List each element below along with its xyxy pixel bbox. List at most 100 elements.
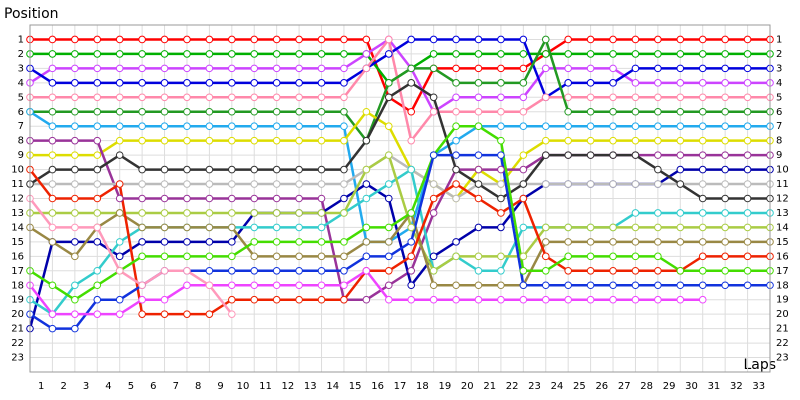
data-point xyxy=(631,209,640,217)
data-point xyxy=(721,50,729,58)
data-point xyxy=(452,295,460,304)
data-point xyxy=(317,209,326,217)
y-tick-label-right: 8 xyxy=(776,136,782,147)
data-point xyxy=(160,266,169,275)
data-point xyxy=(676,180,685,188)
data-point xyxy=(317,136,326,145)
y-tick-label: 2 xyxy=(18,49,24,60)
data-point xyxy=(138,310,146,318)
data-point xyxy=(138,165,146,174)
y-tick-label-right: 17 xyxy=(776,266,789,277)
data-point xyxy=(160,165,169,174)
data-point xyxy=(340,50,348,58)
data-point xyxy=(115,35,124,44)
data-point xyxy=(205,209,214,217)
data-point xyxy=(452,50,460,58)
data-point xyxy=(429,281,438,290)
data-point xyxy=(586,295,595,304)
data-point xyxy=(609,35,617,44)
y-tick-label-right: 1 xyxy=(776,34,782,45)
data-point xyxy=(48,209,57,217)
data-point xyxy=(384,122,393,131)
data-point xyxy=(160,252,169,261)
data-point xyxy=(295,209,303,217)
data-point xyxy=(407,209,416,217)
data-point xyxy=(93,136,102,145)
data-point xyxy=(340,209,348,217)
x-tick-label: 8 xyxy=(195,381,201,392)
data-point xyxy=(541,136,550,145)
data-point xyxy=(654,93,662,102)
data-point xyxy=(138,194,146,203)
x-tick-label: 2 xyxy=(60,381,66,392)
data-point xyxy=(317,252,326,261)
data-point xyxy=(362,64,371,73)
data-point xyxy=(564,35,572,44)
data-point xyxy=(676,295,685,304)
data-point xyxy=(138,79,146,87)
data-point xyxy=(676,122,685,131)
y-tick-label: 8 xyxy=(18,136,24,147)
data-point xyxy=(362,107,371,116)
data-point xyxy=(497,165,505,174)
data-point xyxy=(654,252,662,261)
data-point xyxy=(160,238,169,246)
data-point xyxy=(564,93,572,102)
series-line xyxy=(29,110,770,244)
data-point xyxy=(474,93,483,102)
data-point xyxy=(48,238,57,246)
data-point xyxy=(429,252,438,261)
data-point xyxy=(295,35,303,44)
data-point xyxy=(407,107,416,116)
data-point xyxy=(609,64,617,73)
x-tick-label: 24 xyxy=(551,381,564,392)
x-tick-label: 3 xyxy=(83,381,89,392)
data-point xyxy=(721,238,729,246)
data-point xyxy=(631,266,640,275)
data-point xyxy=(93,295,102,304)
data-point xyxy=(519,223,528,232)
data-point xyxy=(676,107,685,116)
data-point xyxy=(564,180,572,188)
data-point xyxy=(519,295,528,304)
y-tick-label-right: 14 xyxy=(776,222,789,233)
y-tick-label: 20 xyxy=(11,309,24,320)
data-point xyxy=(115,209,124,217)
data-point xyxy=(71,151,79,159)
data-point xyxy=(586,64,595,73)
data-point xyxy=(183,136,191,145)
data-point xyxy=(698,50,707,58)
data-point xyxy=(272,79,281,87)
data-point xyxy=(295,252,303,261)
data-point xyxy=(564,238,572,246)
data-point xyxy=(497,64,505,73)
data-point xyxy=(317,79,326,87)
data-point xyxy=(295,107,303,116)
x-tick-label: 23 xyxy=(528,381,541,392)
data-point xyxy=(474,151,483,159)
data-point xyxy=(340,165,348,174)
data-point xyxy=(71,93,79,102)
y-tick-label-right: 10 xyxy=(776,165,789,176)
data-point xyxy=(586,35,595,44)
data-point xyxy=(138,180,146,188)
series-line xyxy=(30,153,770,200)
data-point xyxy=(698,35,707,44)
data-point xyxy=(519,281,528,290)
data-point xyxy=(71,252,79,261)
y-tick-label-right: 20 xyxy=(776,309,789,320)
data-point xyxy=(250,238,259,246)
data-point xyxy=(138,252,146,261)
data-point xyxy=(295,194,303,203)
data-point xyxy=(295,93,303,102)
data-point xyxy=(654,223,662,232)
data-point xyxy=(654,79,662,87)
data-point xyxy=(721,223,729,232)
data-point xyxy=(317,223,326,232)
data-point xyxy=(340,194,348,203)
series-line xyxy=(29,168,770,316)
data-point xyxy=(295,295,303,304)
data-point xyxy=(183,266,191,275)
x-tick-label: 1 xyxy=(38,381,44,392)
data-point xyxy=(93,50,102,58)
